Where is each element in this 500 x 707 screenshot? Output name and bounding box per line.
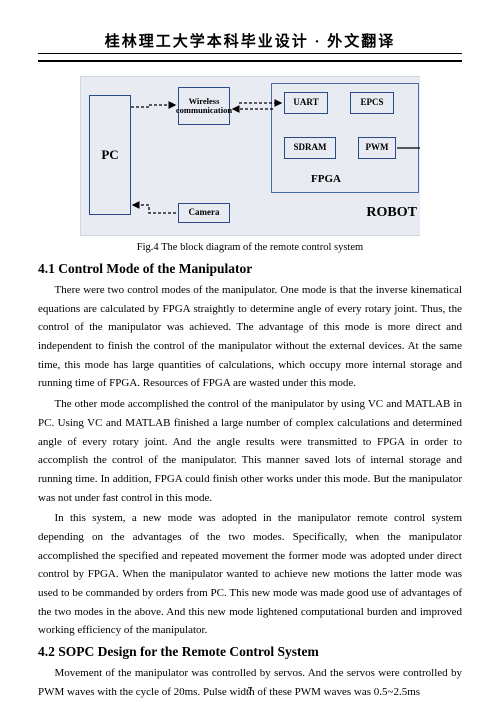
diagram-container: PC Wireless communication Camera UART EP… [38,76,462,236]
fpga-label: FPGA [311,173,341,185]
uart-block: UART [284,92,328,114]
wireless-block: Wireless communication [178,87,230,125]
section-4-2-title: 4.2 SOPC Design for the Remote Control S… [38,644,462,660]
page-header: 桂林理工大学本科毕业设计 · 外文翻译 [38,30,462,62]
figure-caption: Fig.4 The block diagram of the remote co… [38,242,462,253]
paragraph: The other mode accomplished the control … [38,395,462,507]
sdram-block: SDRAM [284,137,336,159]
paragraph: In this system, a new mode was adopted i… [38,509,462,640]
robot-label: ROBOT [366,205,417,221]
section-4-1-title: 4.1 Control Mode of the Manipulator [38,261,462,277]
pc-block: PC [89,95,131,215]
pwm-block: PWM [358,137,396,159]
block-diagram: PC Wireless communication Camera UART EP… [80,76,420,236]
epcs-block: EPCS [350,92,394,114]
paragraph: There were two control modes of the mani… [38,281,462,393]
page-number: 7 [0,686,500,697]
camera-block: Camera [178,203,230,223]
